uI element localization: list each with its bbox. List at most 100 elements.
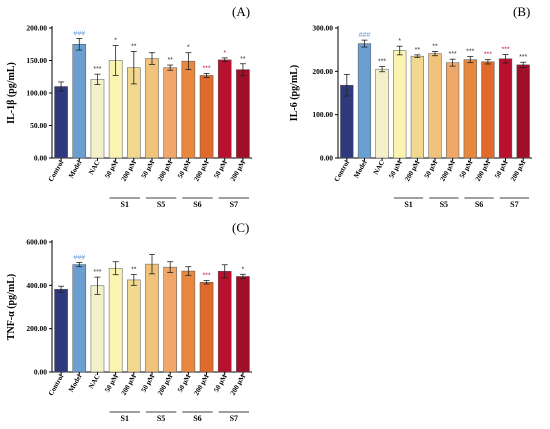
y-tick-label: 300.00 (312, 24, 333, 33)
category-label: 50 μM (212, 159, 229, 180)
category-label: 200 μM (229, 373, 248, 397)
category-label: 50 μM (103, 373, 120, 394)
group-label: S7 (230, 414, 238, 423)
bar (199, 282, 214, 373)
bar (90, 79, 105, 159)
category-label: Model (352, 159, 368, 180)
category-label: Control (333, 159, 352, 183)
significance-marker: ** (131, 43, 137, 50)
category-label: 200 μM (474, 159, 493, 183)
significance-marker: ** (432, 43, 438, 50)
bar (90, 285, 105, 373)
bar (72, 264, 87, 373)
bar (498, 58, 513, 159)
category-label: 200 μM (403, 159, 422, 183)
bar (72, 44, 87, 159)
y-tick-label: 0.00 (320, 154, 333, 163)
bar (181, 270, 196, 373)
category-label: NAC (87, 159, 102, 176)
panel-letter: (B) (513, 4, 530, 19)
bar (54, 86, 68, 159)
significance-marker: *** (378, 59, 386, 66)
y-tick-label: 0.00 (34, 368, 47, 377)
category-label: 50 μM (423, 159, 440, 180)
bar (357, 43, 372, 159)
category-label: 200 μM (120, 373, 139, 397)
category-label: 50 μM (387, 159, 404, 180)
group-label: S6 (475, 200, 483, 209)
category-label: Control (47, 159, 66, 183)
y-axis-label: IL-1β (pg/mL) (6, 62, 17, 124)
significance-marker: * (398, 38, 401, 45)
significance-marker: * (114, 38, 117, 45)
significance-marker: *** (93, 269, 101, 276)
bar (217, 59, 232, 159)
significance-marker: * (223, 50, 226, 57)
category-label: 200 μM (156, 373, 175, 397)
y-tick-label: 150.00 (26, 56, 47, 65)
bar (54, 288, 68, 373)
bar (163, 67, 177, 159)
category-label: 50 μM (140, 159, 157, 180)
significance-marker: *** (519, 54, 527, 61)
category-label: NAC (372, 159, 387, 176)
significance-marker: ** (167, 57, 173, 64)
group-label: S6 (193, 414, 201, 423)
category-label: Model (67, 373, 83, 394)
y-tick-label: 200.00 (312, 67, 333, 76)
category-label: 200 μM (192, 159, 211, 183)
bar (236, 276, 250, 373)
category-label: Control (47, 373, 66, 397)
group-label: S7 (510, 200, 518, 209)
significance-marker: ### (73, 254, 85, 261)
group-label: S1 (121, 414, 129, 423)
y-axis-label: TNF-α (pg/mL) (6, 274, 17, 340)
y-tick-label: 50.00 (30, 121, 47, 130)
bar (410, 55, 424, 159)
bar (516, 64, 530, 159)
category-label: 200 μM (439, 159, 458, 183)
category-label: 50 μM (212, 373, 229, 394)
group-label: S6 (193, 200, 201, 209)
category-label: NAC (87, 373, 102, 390)
significance-marker: *** (466, 49, 474, 56)
chart-panel: (B) IL-6 (pg/mL) 0.00 100.00 200.00 300.00 Con… (289, 4, 532, 209)
category-label: 200 μM (192, 373, 211, 397)
category-label: 50 μM (140, 373, 157, 394)
bar (481, 61, 495, 159)
category-label: 50 μM (458, 159, 475, 180)
panel-letter: (A) (232, 4, 250, 19)
bar (181, 60, 196, 159)
bar (446, 62, 460, 159)
group-label: S5 (440, 200, 448, 209)
significance-marker: ### (73, 30, 85, 37)
significance-marker: * (242, 266, 245, 273)
bar (145, 58, 159, 159)
y-tick-label: 100.00 (26, 89, 47, 98)
group-label: S1 (121, 200, 129, 209)
y-tick-label: 200.00 (26, 24, 47, 33)
category-label: 200 μM (229, 159, 248, 183)
significance-marker: *** (93, 66, 101, 73)
category-label: 200 μM (156, 159, 175, 183)
bar (428, 53, 442, 159)
y-tick-label: 0.00 (34, 154, 47, 163)
bar (108, 267, 123, 373)
category-label: 50 μM (176, 373, 193, 394)
category-label: 50 μM (176, 159, 193, 180)
significance-marker: *** (202, 66, 210, 73)
significance-marker: ** (415, 47, 421, 54)
y-axis-label: IL-6 (pg/mL) (289, 65, 300, 121)
y-tick-label: 100.00 (312, 110, 333, 119)
significance-marker: *** (501, 46, 509, 53)
significance-marker: *** (449, 51, 457, 58)
bar (375, 68, 389, 159)
significance-marker: *** (484, 52, 492, 59)
group-label: S5 (157, 414, 165, 423)
y-tick-label: 200.00 (26, 324, 47, 333)
significance-marker: * (187, 45, 190, 52)
category-label: 200 μM (509, 159, 528, 183)
significance-marker: ### (359, 32, 371, 39)
group-label: S5 (157, 200, 165, 209)
